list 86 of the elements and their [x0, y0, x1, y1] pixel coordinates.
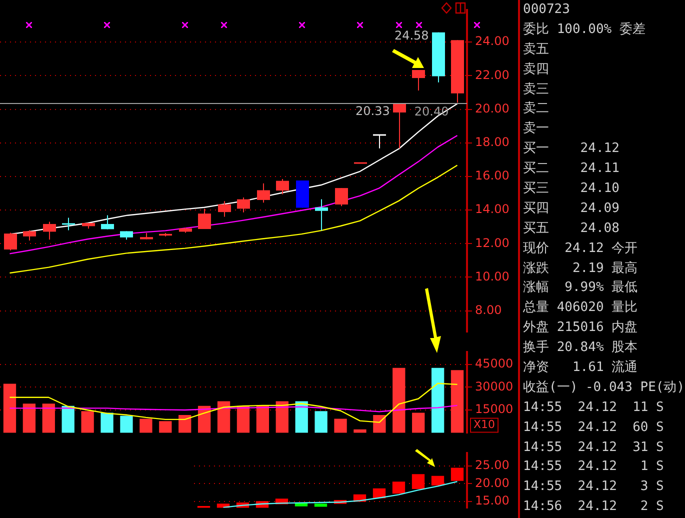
text: 现价 24.12 今开 [523, 240, 639, 258]
bar [431, 476, 444, 486]
bar [412, 474, 425, 489]
candlestick [412, 69, 425, 91]
text: 委比 100.00% 委差 [523, 20, 646, 39]
y-tick-label: 20.00 [475, 101, 510, 116]
text: 收益(一) -0.043 PE(动) [523, 378, 685, 397]
y-tick-label: 15.00 [475, 494, 510, 508]
text: 涨跌 2.19 最高 [523, 260, 639, 278]
candlestick [335, 188, 348, 207]
bar [334, 418, 347, 433]
bar [314, 411, 328, 433]
text: 14:55 24.12 60 S [523, 418, 665, 437]
bar [276, 401, 288, 433]
bar [256, 405, 270, 433]
y-tick-label: 22.00 [475, 68, 510, 82]
text: 卖一 [523, 120, 550, 138]
text: 14:55 24.12 11 S [523, 398, 665, 417]
y-tick-label: 45000 [475, 356, 514, 370]
bar [42, 404, 55, 433]
bar [236, 406, 250, 433]
text: 买三 24.10 [523, 180, 620, 198]
text: 卖四 [523, 60, 550, 79]
candlestick [43, 221, 56, 240]
y-tick-label: 15000 [475, 402, 514, 416]
text: 买一 24.12 [523, 140, 620, 158]
bar [314, 504, 328, 507]
text: 买四 24.09 [523, 200, 620, 218]
candlestick [4, 232, 17, 251]
candlestick [373, 134, 386, 149]
text: 买二 24.11 [523, 160, 620, 178]
bar [81, 411, 94, 433]
bar [120, 416, 133, 433]
text: 卖三 [523, 80, 550, 99]
candlestick [393, 103, 406, 149]
bar [3, 384, 16, 433]
candlestick [218, 200, 231, 218]
candlestick [101, 214, 114, 230]
text: 14:55 24.12 1 S [523, 458, 665, 476]
text: 卖五 [523, 40, 550, 59]
candlestick [62, 217, 75, 231]
text: 买五 24.08 [523, 220, 620, 238]
candlestick [23, 230, 36, 241]
bar [217, 401, 230, 433]
text: 14:55 24.12 31 S [523, 438, 665, 457]
candlestick [237, 196, 250, 213]
y-tick-label: 25.00 [475, 458, 510, 472]
bar [159, 421, 172, 433]
bar [354, 429, 366, 433]
bar [412, 412, 425, 433]
text: 换手 20.84% 股本 [523, 339, 639, 358]
candlestick [276, 178, 289, 195]
candlestick [198, 208, 211, 230]
y-tick-label: 20.00 [475, 476, 510, 490]
bar [22, 404, 36, 433]
y-tick-label: 18.00 [475, 134, 510, 149]
bar [392, 368, 406, 433]
candlestick [315, 198, 328, 232]
y-tick-label: 16.00 [475, 168, 510, 183]
bar [450, 370, 464, 433]
y-tick-label: 30000 [475, 379, 514, 394]
annotation: 24.58 [394, 28, 429, 42]
candlestick [257, 182, 270, 204]
bar [178, 414, 192, 433]
bar [431, 368, 444, 433]
text: 涨幅 9.99% 最低 [523, 279, 639, 298]
text: 总量 406020 量比 [523, 299, 639, 318]
bar [295, 401, 308, 433]
y-tick-label: 12.00 [475, 236, 510, 250]
bar [100, 412, 114, 433]
y-tick-label: 14.00 [475, 202, 510, 216]
text: 14:56 24.12 2 S [523, 498, 665, 516]
bar [392, 482, 406, 494]
y-tick-label: 24.00 [475, 34, 510, 48]
text: 外盘 215016 内盘 [523, 319, 639, 338]
bar [373, 414, 386, 433]
text: 卖二 [523, 100, 550, 118]
annotation: 20.33 [356, 104, 390, 118]
bar [450, 468, 464, 481]
text: 14:55 24.12 3 S [523, 478, 665, 496]
text: 000723 [523, 1, 571, 19]
y-tick-label: 8.00 [475, 302, 502, 317]
bar [140, 418, 152, 433]
text: X10 [474, 418, 496, 432]
text: 净资 1.61 流通 [523, 359, 639, 378]
y-tick-label: 10.00 [475, 269, 510, 284]
